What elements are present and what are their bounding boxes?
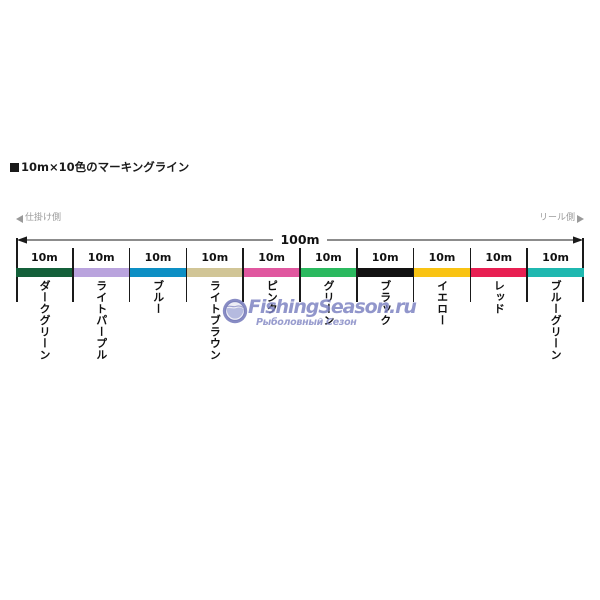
segment-color-swatch	[243, 268, 300, 277]
segment-divider	[128, 248, 131, 302]
segment-length-label: 10m	[485, 251, 513, 264]
segment-4: 10m ライトブラウン	[185, 248, 244, 368]
segment-length-label: 10m	[31, 251, 58, 264]
segment-3: 10m ブルー	[128, 248, 187, 368]
segment-divider	[185, 248, 188, 302]
page-title: 10m×10色のマーキングライン	[10, 159, 189, 175]
segment-9: 10m レッド	[469, 248, 528, 368]
segment-color-swatch	[72, 268, 130, 277]
segment-divider	[526, 248, 528, 302]
triangle-right-icon	[577, 214, 584, 223]
left-end-caption-label: 仕掛け側	[25, 213, 62, 223]
total-length-dimension: 100m	[16, 232, 584, 248]
segment-length-label: 10m	[314, 251, 342, 264]
segment-length-label: 10m	[542, 251, 569, 264]
right-end-caption-label: リール側	[538, 213, 575, 223]
segment-name: ブルー	[151, 279, 165, 315]
segment-name: ライトパープル	[94, 279, 108, 361]
segment-color-swatch	[413, 268, 471, 277]
segment-name: レッド	[492, 279, 506, 315]
segment-color-swatch	[186, 268, 244, 277]
segment-1: 10m ダークグリーン	[16, 248, 73, 368]
segment-length-label: 10m	[144, 251, 172, 264]
black-square-bullet-icon	[10, 162, 19, 172]
segment-length-label: 10m	[428, 251, 456, 264]
segment-6: 10m グリーン	[299, 248, 357, 368]
segment-name: グリーン	[321, 279, 335, 326]
segment-length-label: 10m	[258, 251, 285, 264]
segment-divider	[412, 248, 415, 302]
segment-divider	[242, 248, 244, 302]
segment-color-swatch	[16, 268, 73, 277]
segment-name: ピンク	[265, 279, 279, 315]
segment-5: 10m ピンク	[242, 248, 300, 368]
segment-name: ライトブラウン	[208, 279, 222, 361]
segment-7: 10m ブラック	[355, 248, 414, 368]
left-end-caption: 仕掛け側	[16, 214, 61, 223]
segment-length-label: 10m	[201, 251, 229, 264]
segment-2: 10m ライトパープル	[72, 248, 130, 368]
total-length-label: 100m	[16, 232, 584, 248]
segment-10: 10m ブルーグリーン	[526, 248, 584, 368]
segment-divider	[299, 248, 301, 302]
marking-line-diagram: 仕掛け側 リール側 100m 10m ダークグリ	[16, 214, 584, 384]
segment-divider	[72, 248, 74, 302]
segment-color-swatch	[299, 268, 357, 277]
triangle-left-icon	[16, 214, 23, 223]
segment-color-swatch	[527, 268, 584, 277]
right-end-caption: リール側	[539, 214, 584, 223]
page-title-text: 10m×10色のマーキングライン	[21, 160, 190, 174]
segment-name: イエロー	[435, 279, 449, 326]
segment-name: ブルーグリーン	[549, 279, 563, 361]
segment-name: ダークグリーン	[38, 279, 51, 361]
segment-color-swatch	[470, 268, 528, 277]
segment-divider	[355, 248, 358, 302]
segment-color-swatch	[356, 268, 414, 277]
segment-length-label: 10m	[371, 251, 399, 264]
segment-color-swatch	[129, 268, 187, 277]
segment-name: ブラック	[378, 279, 392, 326]
segment-8: 10m イエロー	[412, 248, 471, 368]
segment-divider	[469, 248, 472, 302]
segment-length-label: 10m	[87, 251, 115, 264]
segment-strip: 10m ダークグリーン 10m ライトパープル 10m ブルー 10m	[16, 248, 584, 368]
